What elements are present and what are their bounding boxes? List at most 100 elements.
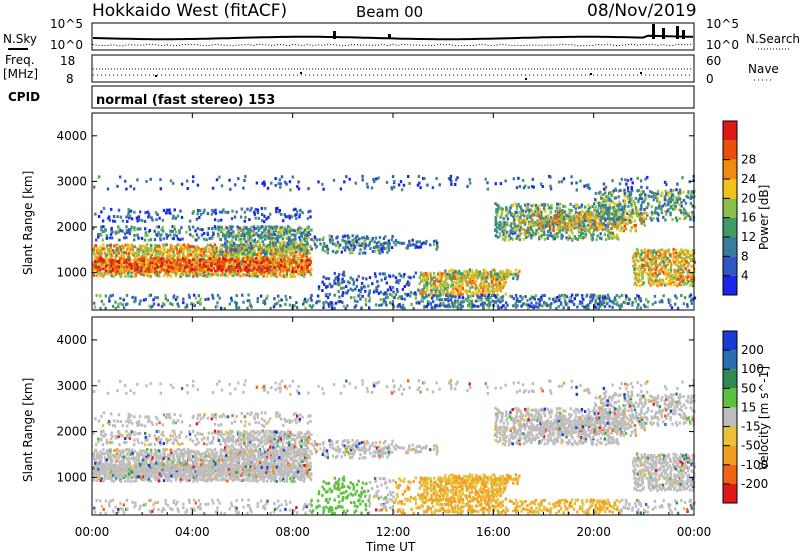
power-cell xyxy=(599,236,602,240)
power-cell xyxy=(159,257,162,261)
power-cell xyxy=(494,272,497,276)
power-cell xyxy=(268,236,271,240)
power-cell xyxy=(617,189,620,193)
power-cell xyxy=(225,239,229,243)
power-cell xyxy=(303,299,306,303)
noise-panel xyxy=(91,22,695,51)
power-cell xyxy=(235,210,238,214)
power-cell xyxy=(197,253,201,257)
power-cell xyxy=(642,281,645,285)
power-cell xyxy=(294,207,297,211)
power-cell xyxy=(651,281,654,285)
power-cell xyxy=(568,226,572,230)
power-cell xyxy=(637,259,640,263)
power-cell xyxy=(176,237,180,241)
power-cell xyxy=(560,180,564,184)
power-cell xyxy=(171,216,175,220)
power-cell xyxy=(248,263,251,267)
power-cell xyxy=(498,232,502,236)
power-cell xyxy=(285,232,289,236)
power-cell xyxy=(619,306,622,310)
power-cell xyxy=(331,249,335,253)
power-cell xyxy=(470,282,473,286)
power-cell xyxy=(558,222,561,226)
power-cell xyxy=(287,250,290,254)
power-cell xyxy=(348,177,351,181)
power-cell xyxy=(246,207,249,211)
power-cell xyxy=(339,243,342,247)
power-cell xyxy=(109,294,112,298)
power-cell xyxy=(358,237,361,241)
power-cell xyxy=(273,303,277,306)
power-cell xyxy=(648,268,651,272)
power-cell xyxy=(522,302,525,306)
power-cell xyxy=(116,269,119,273)
power-cell xyxy=(649,273,653,277)
power-cell xyxy=(381,250,384,254)
power-cell xyxy=(636,176,639,180)
power-cell xyxy=(153,238,157,242)
power-cell xyxy=(198,209,202,213)
power-cell xyxy=(679,252,682,256)
power-cell xyxy=(290,263,294,267)
power-cell xyxy=(415,245,419,249)
power-cell xyxy=(295,241,298,245)
power-cell xyxy=(246,228,249,232)
power-cell xyxy=(509,272,512,276)
power-cell xyxy=(289,258,293,262)
power-cell xyxy=(672,258,675,262)
power-cell xyxy=(656,217,659,221)
power-cell xyxy=(654,206,658,210)
power-cell xyxy=(681,257,684,260)
power-cell xyxy=(689,216,692,219)
power-cell xyxy=(454,274,457,278)
power-cell xyxy=(112,262,115,266)
power-cell xyxy=(155,270,158,274)
power-cell xyxy=(485,287,488,291)
power-cell xyxy=(442,303,445,307)
power-cell xyxy=(248,268,251,272)
power-cell xyxy=(667,298,670,302)
power-cell xyxy=(637,198,640,201)
power-cell xyxy=(690,257,693,261)
power-cell xyxy=(600,209,603,213)
power-cell xyxy=(685,194,688,198)
power-cell xyxy=(127,251,131,255)
power-cell xyxy=(283,259,286,263)
power-cell xyxy=(166,262,169,266)
nsky-label: N.Sky xyxy=(3,32,37,46)
power-cell xyxy=(112,274,115,278)
power-cell xyxy=(538,221,542,225)
power-cell xyxy=(333,293,336,297)
power-cell xyxy=(213,243,217,247)
power-cell xyxy=(459,293,462,297)
power-cell xyxy=(236,225,239,229)
nsearch-label: N.Search xyxy=(746,32,800,46)
power-cell xyxy=(486,181,489,185)
power-cell xyxy=(512,214,515,218)
power-cell xyxy=(534,305,537,309)
power-cell xyxy=(639,256,642,259)
power-cell xyxy=(268,232,271,236)
power-cell xyxy=(594,215,597,219)
power-cell xyxy=(300,258,303,262)
power-cell xyxy=(523,214,526,218)
power-cell xyxy=(686,303,689,307)
power-cell xyxy=(669,211,672,215)
power-cell xyxy=(195,217,199,221)
power-cell xyxy=(581,232,585,236)
power-cell xyxy=(549,306,552,309)
power-cell xyxy=(594,305,597,309)
power-cell xyxy=(602,208,605,212)
power-cell xyxy=(102,303,105,306)
power-cell xyxy=(205,238,208,242)
power-cell xyxy=(666,272,669,276)
power-cell xyxy=(237,229,241,233)
power-cell xyxy=(623,192,627,196)
power-cell xyxy=(502,284,505,288)
power-cell xyxy=(563,293,567,297)
power-cell xyxy=(94,244,98,248)
power-cell xyxy=(242,268,245,272)
power-cell xyxy=(543,221,546,225)
power-cell xyxy=(116,215,119,219)
